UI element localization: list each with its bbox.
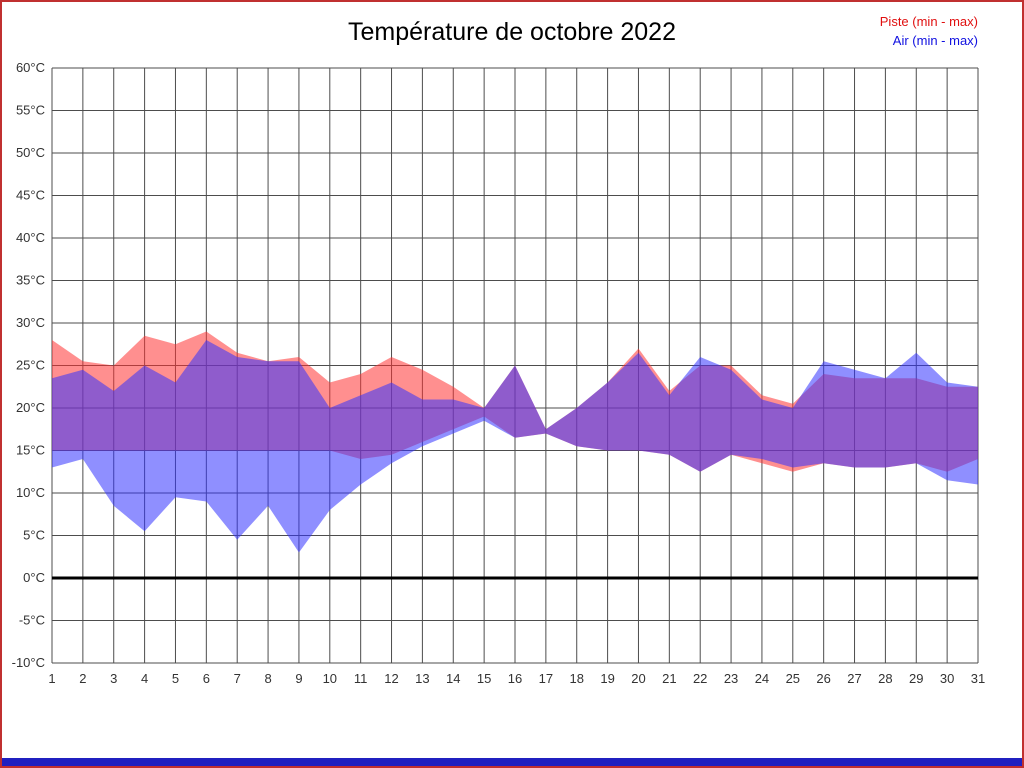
x-tick-label: 23 bbox=[724, 671, 738, 686]
y-tick-label: 45°C bbox=[16, 188, 45, 203]
y-tick-label: -10°C bbox=[12, 655, 45, 670]
chart-legend: Piste (min - max) Air (min - max) bbox=[880, 12, 978, 50]
x-tick-label: 13 bbox=[415, 671, 429, 686]
x-tick-label: 28 bbox=[878, 671, 892, 686]
y-tick-label: 5°C bbox=[23, 528, 45, 543]
y-tick-label: 25°C bbox=[16, 358, 45, 373]
bottom-bar bbox=[2, 758, 1022, 766]
y-tick-label: 15°C bbox=[16, 443, 45, 458]
x-tick-label: 27 bbox=[847, 671, 861, 686]
x-tick-label: 16 bbox=[508, 671, 522, 686]
x-tick-label: 1 bbox=[48, 671, 55, 686]
legend-item-air: Air (min - max) bbox=[892, 33, 978, 48]
x-tick-label: 18 bbox=[569, 671, 583, 686]
x-tick-label: 15 bbox=[477, 671, 491, 686]
y-tick-label: 55°C bbox=[16, 103, 45, 118]
x-tick-label: 9 bbox=[295, 671, 302, 686]
y-tick-label: 40°C bbox=[16, 230, 45, 245]
x-tick-label: 4 bbox=[141, 671, 148, 686]
y-tick-label: 50°C bbox=[16, 145, 45, 160]
x-tick-label: 8 bbox=[264, 671, 271, 686]
x-tick-label: 20 bbox=[631, 671, 645, 686]
legend-item-piste: Piste (min - max) bbox=[879, 14, 978, 29]
x-tick-label: 24 bbox=[755, 671, 769, 686]
band-air bbox=[52, 340, 978, 553]
x-tick-label: 21 bbox=[662, 671, 676, 686]
x-tick-label: 17 bbox=[539, 671, 553, 686]
x-tick-label: 5 bbox=[172, 671, 179, 686]
y-tick-label: 0°C bbox=[23, 570, 45, 585]
y-tick-label: 35°C bbox=[16, 273, 45, 288]
x-tick-label: 7 bbox=[234, 671, 241, 686]
x-tick-label: 22 bbox=[693, 671, 707, 686]
x-tick-label: 25 bbox=[786, 671, 800, 686]
x-tick-label: 3 bbox=[110, 671, 117, 686]
y-tick-label: 10°C bbox=[16, 485, 45, 500]
x-tick-label: 29 bbox=[909, 671, 923, 686]
y-tick-label: 20°C bbox=[16, 400, 45, 415]
x-tick-label: 2 bbox=[79, 671, 86, 686]
y-tick-label: 60°C bbox=[16, 60, 45, 75]
x-tick-label: 10 bbox=[323, 671, 337, 686]
x-tick-label: 11 bbox=[354, 671, 368, 686]
x-tick-label: 19 bbox=[600, 671, 614, 686]
x-tick-label: 6 bbox=[203, 671, 210, 686]
x-tick-label: 26 bbox=[816, 671, 830, 686]
chart-title: Température de octobre 2022 bbox=[348, 18, 676, 46]
x-tick-label: 30 bbox=[940, 671, 954, 686]
x-tick-label: 14 bbox=[446, 671, 460, 686]
y-tick-label: 30°C bbox=[16, 315, 45, 330]
x-tick-label: 12 bbox=[384, 671, 398, 686]
y-tick-label: -5°C bbox=[19, 613, 45, 628]
x-tick-label: 31 bbox=[971, 671, 985, 686]
